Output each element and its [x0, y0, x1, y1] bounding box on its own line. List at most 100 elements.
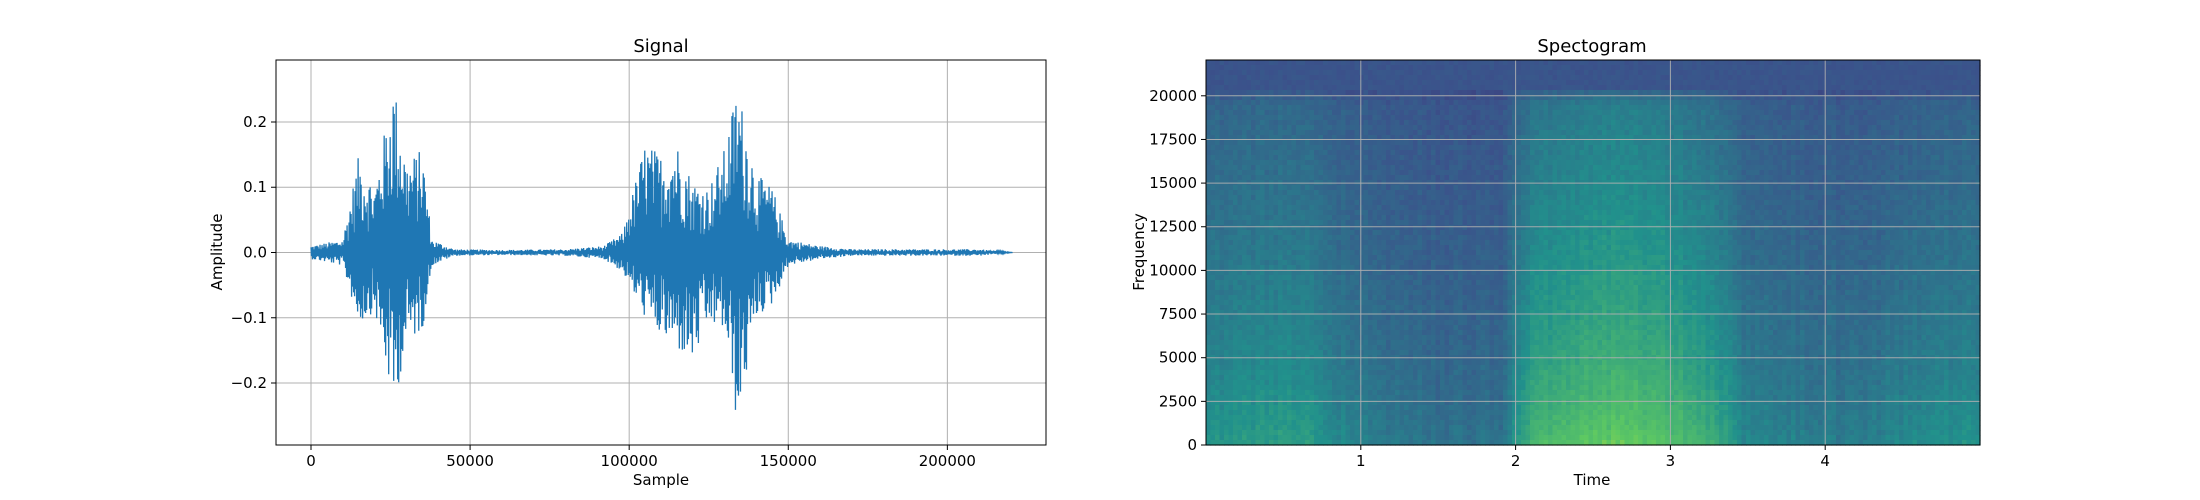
- spectrogram-cell: [1408, 220, 1414, 226]
- spectrogram-cell: [1341, 85, 1347, 91]
- spectrogram-cell: [1449, 135, 1455, 141]
- spectrogram-cell: [1309, 290, 1315, 296]
- spectrogram-cell: [1431, 150, 1437, 156]
- spectrogram-cell: [1323, 240, 1329, 246]
- spectrogram-cell: [1233, 435, 1239, 441]
- spectrogram-cell: [1458, 155, 1464, 161]
- spectrogram-cell: [1489, 135, 1495, 141]
- spectrogram-cell: [1219, 215, 1225, 221]
- spectrogram-cell: [1399, 100, 1405, 106]
- spectrogram-cell: [1282, 140, 1288, 146]
- spectrogram-cell: [1309, 370, 1315, 376]
- spectrogram-cell: [1273, 335, 1279, 341]
- spectrogram-cell: [1417, 300, 1423, 306]
- spectrogram-cell: [1332, 310, 1338, 316]
- spectrogram-cell: [1300, 415, 1306, 421]
- spectrogram-cell: [1458, 335, 1464, 341]
- spectrogram-cell: [1359, 405, 1365, 411]
- spectrogram-cell: [1449, 230, 1455, 236]
- spectrogram-cell: [1354, 115, 1360, 121]
- spectrogram-cell: [1467, 280, 1473, 286]
- spectrogram-cell: [1377, 255, 1383, 261]
- spectrogram-cell: [1449, 420, 1455, 426]
- spectrogram-cell: [1386, 140, 1392, 146]
- spectrogram-cell: [1336, 325, 1342, 331]
- spectrogram-cell: [1291, 360, 1297, 366]
- spectrogram-cell: [1242, 125, 1248, 131]
- spectrogram-cell: [1390, 360, 1396, 366]
- spectrogram-cell: [1458, 415, 1464, 421]
- spectrogram-cell: [1287, 305, 1293, 311]
- spectrogram-cell: [1300, 330, 1306, 336]
- spectrogram-cell: [1242, 115, 1248, 121]
- spectrogram-cell: [1399, 150, 1405, 156]
- spectrogram-cell: [1309, 105, 1315, 111]
- spectrogram-cell: [1386, 295, 1392, 301]
- spectrogram-cell: [1287, 270, 1293, 276]
- signal-xlabel: Sample: [633, 471, 689, 489]
- spectrogram-cell: [1215, 250, 1221, 256]
- spectrogram-cell: [1237, 365, 1243, 371]
- spectrogram-cell: [1417, 275, 1423, 281]
- spectrogram-cell: [1219, 200, 1225, 206]
- spectrogram-cell: [1350, 125, 1356, 131]
- spectrogram-cell: [1264, 240, 1270, 246]
- spectrogram-cell: [1287, 335, 1293, 341]
- spectrogram-cell: [1390, 290, 1396, 296]
- spectrogram-cell: [1471, 245, 1477, 251]
- spectrogram-cell: [1345, 305, 1351, 311]
- spectrogram-cell: [1300, 100, 1306, 106]
- spectrogram-cell: [1417, 340, 1423, 346]
- spectrogram-cell: [1219, 385, 1225, 391]
- spectrogram-cell: [1363, 315, 1369, 321]
- spectrogram-cell: [1489, 160, 1495, 166]
- spectrogram-cell: [1462, 155, 1468, 161]
- spectrogram-cell: [1390, 165, 1396, 171]
- spectrogram-cell: [1237, 430, 1243, 436]
- spectrogram-cell: [1228, 240, 1234, 246]
- spectrogram-cell: [1255, 350, 1261, 356]
- spectrogram-cell: [1395, 230, 1401, 236]
- spectrogram-cell: [1377, 345, 1383, 351]
- spectrogram-cell: [1462, 160, 1468, 166]
- spectrogram-cell: [1323, 380, 1329, 386]
- spectrogram-cell: [1278, 395, 1284, 401]
- spectrogram-cell: [1291, 255, 1297, 261]
- spectrogram-cell: [1341, 360, 1347, 366]
- spectrogram-cell: [1413, 270, 1419, 276]
- spectrogram-cell: [1264, 125, 1270, 131]
- spectrogram-cell: [1395, 430, 1401, 436]
- spectrogram-cell: [1471, 255, 1477, 261]
- spectrogram-cell: [1309, 265, 1315, 271]
- spectrogram-cell: [1458, 360, 1464, 366]
- spectrogram-cell: [1282, 110, 1288, 116]
- spectrogram-cell: [1440, 430, 1446, 436]
- spectrogram-cell: [1489, 235, 1495, 241]
- spectrogram-cell: [1273, 140, 1279, 146]
- spectrogram-cell: [1485, 70, 1491, 76]
- spectrogram-cell: [1210, 380, 1216, 386]
- spectrogram-cell: [1399, 225, 1405, 231]
- spectrogram-cell: [1413, 105, 1419, 111]
- spectrogram-cell: [1300, 305, 1306, 311]
- spectrogram-cell: [1341, 275, 1347, 281]
- spectrogram-cell: [1341, 250, 1347, 256]
- spectrogram-cell: [1327, 230, 1333, 236]
- spectrogram-cell: [1269, 350, 1275, 356]
- spectrogram-cell: [1300, 120, 1306, 126]
- spectrogram-cell: [1224, 285, 1230, 291]
- spectrogram-cell: [1386, 110, 1392, 116]
- spectrogram-cell: [1368, 190, 1374, 196]
- spectrogram-cell: [1255, 265, 1261, 271]
- spectrogram-cell: [1228, 165, 1234, 171]
- spectrogram-cell: [1228, 245, 1234, 251]
- spectrogram-cell: [1399, 115, 1405, 121]
- spectrogram-cell: [1444, 370, 1450, 376]
- spectrogram-cell: [1264, 295, 1270, 301]
- spectrogram-cell: [1251, 390, 1257, 396]
- spectrogram-cell: [1291, 295, 1297, 301]
- spectrogram-cell: [1422, 75, 1428, 81]
- spectrogram-cell: [1273, 245, 1279, 251]
- spectrogram-cell: [1345, 195, 1351, 201]
- spectrogram-cell: [1377, 390, 1383, 396]
